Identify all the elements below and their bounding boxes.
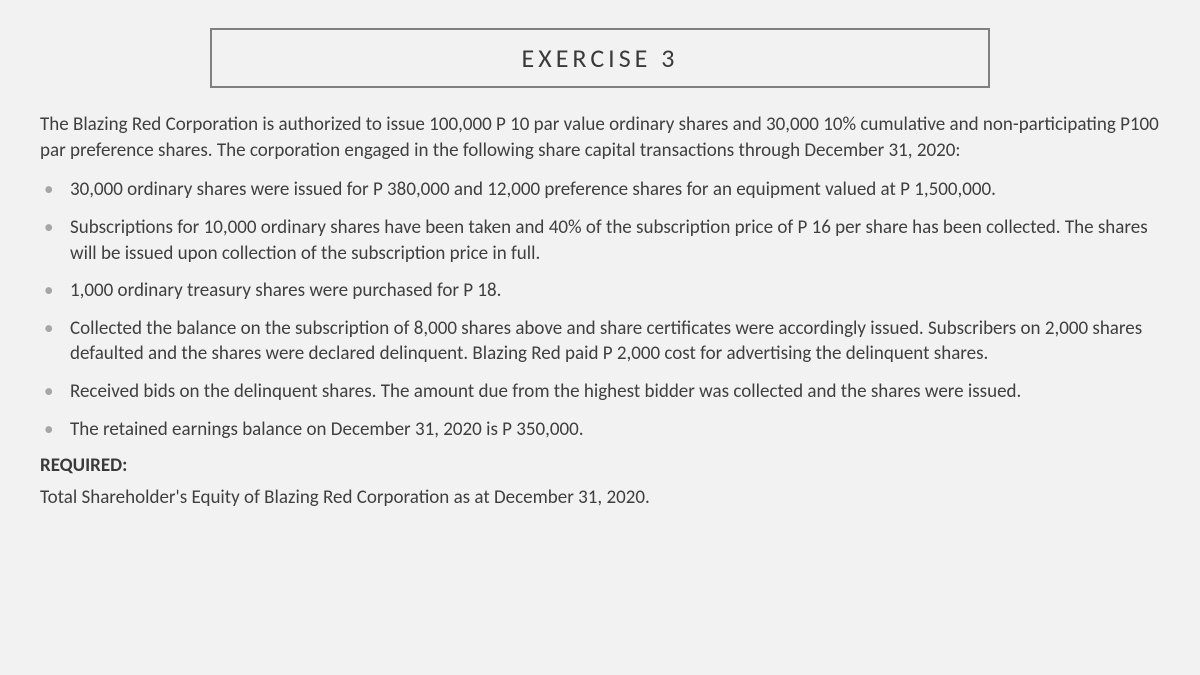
bullet-list: 30,000 ordinary shares were issued for P… [40, 177, 1160, 442]
title-container: EXERCISE 3 [210, 28, 990, 88]
slide-title: EXERCISE 3 [212, 42, 988, 74]
required-label: REQUIRED: [40, 454, 1160, 477]
intro-paragraph: The Blazing Red Corporation is authorize… [40, 112, 1160, 163]
list-item: 1,000 ordinary treasury shares were purc… [40, 278, 1160, 304]
list-item: The retained earnings balance on Decembe… [40, 417, 1160, 443]
required-text: Total Shareholder's Equity of Blazing Re… [40, 485, 1160, 511]
list-item: Subscriptions for 10,000 ordinary shares… [40, 215, 1160, 266]
list-item: 30,000 ordinary shares were issued for P… [40, 177, 1160, 203]
list-item: Received bids on the delinquent shares. … [40, 379, 1160, 405]
list-item: Collected the balance on the subscriptio… [40, 316, 1160, 367]
